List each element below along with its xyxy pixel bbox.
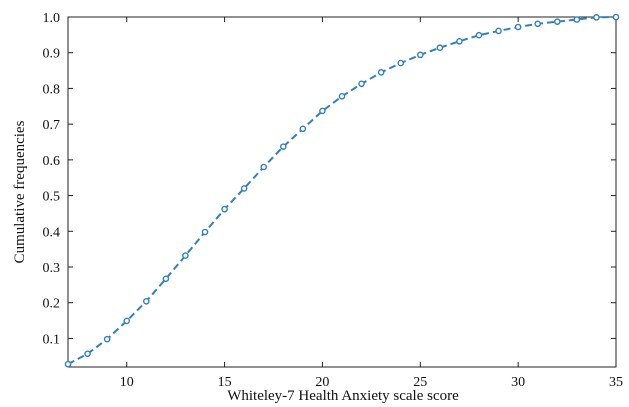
data-point — [436, 44, 444, 52]
data-point — [397, 59, 405, 67]
y-tick-label: 0.2 — [43, 297, 61, 312]
axes — [67, 16, 617, 368]
ticks: 10 15 20 25 30 35 0.1 0.2 0.3 0.4 0.5 0.6 0.7 0.8 0.9 1… — [43, 11, 624, 390]
x-axis-title: Whiteley-7 Health Anxiety scale score — [227, 388, 459, 404]
data-point — [84, 350, 91, 358]
y-tick-label: 0.1 — [43, 332, 61, 347]
data-point — [534, 20, 542, 28]
data-point — [240, 185, 248, 192]
y-tick-label: 1.0 — [43, 11, 61, 26]
data-point — [338, 92, 346, 100]
y-tick-label: 0.4 — [43, 225, 61, 240]
y-tick-label: 0.5 — [43, 190, 61, 205]
data-point — [573, 16, 581, 23]
data-point — [358, 80, 365, 88]
x-tick-label: 25 — [413, 375, 427, 390]
data-point — [495, 27, 502, 35]
y-tick-label: 0.6 — [43, 154, 61, 169]
data-point — [514, 23, 522, 31]
y-tick-label: 0.9 — [43, 47, 61, 62]
data-point — [456, 37, 463, 45]
x-tick-label: 35 — [609, 375, 623, 390]
series-layer — [64, 13, 620, 368]
x-tick-label: 15 — [218, 375, 232, 390]
plot-frame — [67, 16, 617, 368]
data-point — [142, 297, 150, 305]
data-point — [201, 228, 209, 236]
x-tick-label: 30 — [511, 375, 525, 390]
y-tick-label: 0.3 — [43, 261, 61, 276]
x-tick-label: 20 — [315, 375, 329, 390]
data-point — [319, 107, 326, 115]
data-point — [475, 31, 483, 39]
data-point — [593, 14, 600, 21]
data-point — [299, 125, 307, 133]
y-tick-label: 0.8 — [43, 82, 61, 97]
data-point — [64, 360, 72, 368]
y-tick-label: 0.7 — [43, 118, 61, 133]
y-axis-title: Cumulative frequencies — [12, 120, 28, 263]
data-point — [553, 18, 561, 25]
x-tick-label: 10 — [120, 375, 134, 390]
data-point — [103, 335, 111, 343]
data-point — [279, 143, 287, 150]
data-point — [416, 51, 424, 59]
data-point — [123, 317, 131, 325]
data-point — [260, 163, 268, 171]
data-point — [162, 275, 170, 283]
data-point — [377, 69, 385, 76]
data-point — [221, 205, 228, 213]
series-line — [67, 16, 617, 366]
data-point — [612, 13, 620, 21]
data-point — [182, 252, 189, 259]
